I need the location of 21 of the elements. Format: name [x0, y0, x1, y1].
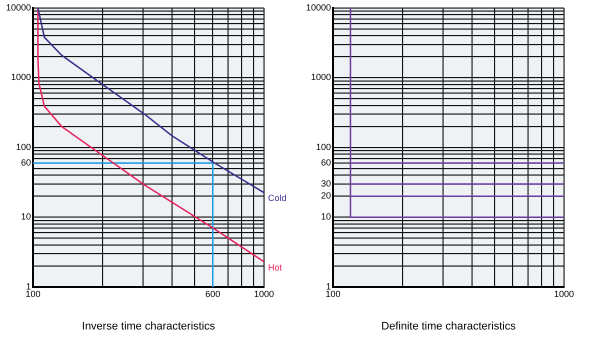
y-tick-label: 100	[316, 142, 332, 152]
y-tick-label: 10	[321, 212, 332, 222]
y-tick-label: 60	[321, 157, 332, 168]
y-tick-label: 1000	[10, 72, 32, 82]
y-tick-label: 60	[21, 157, 32, 168]
series-label: Hot	[268, 262, 283, 272]
y-tick-label: 10000	[6, 2, 32, 12]
y-tick-label: 10	[21, 212, 32, 222]
y-tick-label: 1	[326, 281, 332, 292]
y-tick-label: 100	[16, 142, 32, 152]
y-tick-label: 30	[321, 178, 332, 188]
y-tick-label: 20	[321, 190, 332, 201]
y-tick-label: 1000	[310, 72, 332, 82]
x-axis-title: Definite time characteristics	[381, 320, 516, 332]
x-axis-title: Inverse time characteristics	[82, 320, 216, 332]
x-tick-label: 600	[205, 288, 220, 299]
y-tick-label: 10000	[306, 2, 332, 12]
x-tick-label: 1000	[554, 288, 574, 299]
series-label: Cold	[268, 193, 287, 204]
x-tick-label: 1000	[254, 288, 274, 299]
y-tick-label: 1	[26, 281, 32, 292]
